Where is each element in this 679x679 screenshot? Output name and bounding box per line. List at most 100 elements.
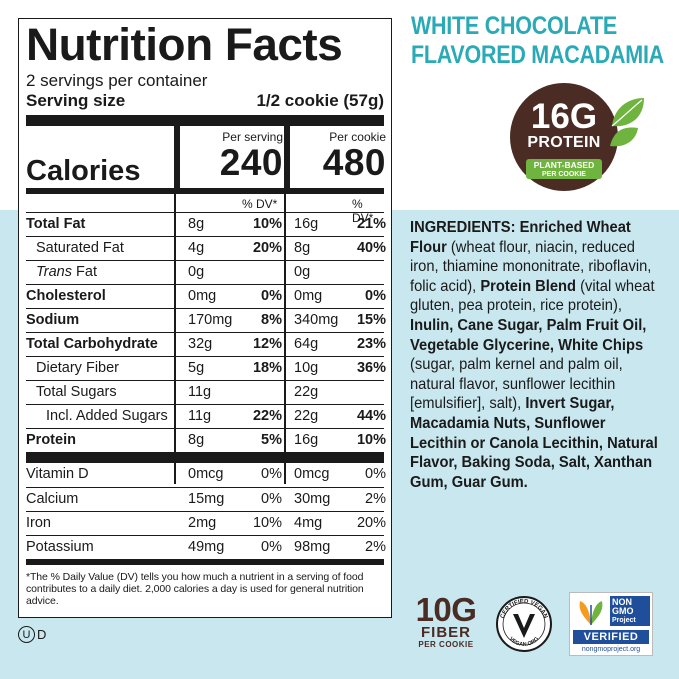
vitamin-row: Calcium 15mg 0% 30mg 2% xyxy=(26,487,386,511)
nutrient-v2: 16g xyxy=(294,432,319,448)
ingredient-segment: Protein Blend xyxy=(480,277,577,295)
plant-based-text: PLANT-BASED xyxy=(533,160,595,170)
vitamin-v1: 0mcg xyxy=(188,466,224,482)
nutrient-v1: 11g xyxy=(188,408,212,424)
nutrient-name: Dietary Fiber xyxy=(36,360,119,376)
vitamin-p1: 0% xyxy=(261,466,282,482)
nutrient-row: Protein 8g 5% 16g 10% xyxy=(26,428,386,452)
nutrient-p1: 8% xyxy=(261,312,282,328)
nutrient-row: Trans Fat 0g 0g xyxy=(26,260,384,284)
nutrient-p2: 40% xyxy=(356,240,386,256)
ingredient-segment: Inulin, Cane Sugar, Palm Fruit Oil, Vege… xyxy=(410,316,647,354)
svg-text:VEGAN.ORG: VEGAN.ORG xyxy=(508,636,541,648)
nutrient-v1: 4g xyxy=(188,240,205,256)
protein-amount: 16G xyxy=(530,97,598,136)
column-divider xyxy=(174,126,180,188)
nutrient-v1: 11g xyxy=(188,384,212,400)
calories-col2: Per cookie 480 xyxy=(290,126,386,188)
nutrient-p2: 36% xyxy=(356,360,386,376)
nutrient-v2: 10g xyxy=(294,360,319,376)
nutrient-p2: 23% xyxy=(356,336,386,352)
label-title: Nutrition Facts xyxy=(26,19,343,70)
nutrient-v1: 8g xyxy=(188,432,205,448)
nutrient-p1: 18% xyxy=(252,360,282,376)
ingredient-segment: INGREDIENTS: Enriched Wheat Flour xyxy=(410,219,631,256)
vitamin-row: Iron 2mg 10% 4mg 20% xyxy=(26,511,386,535)
plant-based-pill: PLANT-BASED PER COOKIE xyxy=(526,159,602,179)
nutrient-row: Saturated Fat 4g 20% 8g 40% xyxy=(26,236,386,260)
certified-vegan-icon: CERTIFIED VEGAN VEGAN.ORG xyxy=(496,596,552,652)
ingredients-list: INGREDIENTS: Enriched Wheat Flour (wheat… xyxy=(410,218,666,492)
divider-thick xyxy=(26,452,384,463)
vitamin-name: Potassium xyxy=(26,539,94,555)
nutrient-v1: 5g xyxy=(188,360,205,376)
col1-header: Per serving xyxy=(222,130,283,144)
vitamin-v1: 49mg xyxy=(188,539,225,555)
nutrient-v2: 22g xyxy=(294,384,319,400)
nutrient-p1: 10% xyxy=(252,216,282,232)
nutrient-row: Dietary Fiber 5g 18% 10g 36% xyxy=(26,356,386,380)
nutrient-p2: 10% xyxy=(356,432,386,448)
nutrient-table: % DV* % DV* Total Fat 8g 10% 16g 21% Saturate… xyxy=(26,194,386,559)
trans-italic: Trans xyxy=(36,264,72,280)
serving-size-label: Serving size xyxy=(26,91,126,110)
fiber-label: FIBER xyxy=(421,624,471,641)
nutrient-v2: 64g xyxy=(294,336,319,352)
nutrient-v1: 0g xyxy=(188,264,205,280)
non-gmo-badge: NON GMO Project VERIFIED nongmoproject.o… xyxy=(569,592,653,656)
protein-label: PROTEIN xyxy=(527,134,601,151)
nutrient-p1: 0% xyxy=(261,288,282,304)
calories-label: Calories xyxy=(26,155,141,187)
trans-suffix: Fat xyxy=(72,264,97,280)
nutrient-v2: 340mg xyxy=(294,312,339,328)
nutrient-p2: 15% xyxy=(356,312,386,328)
nutrition-facts-label: Nutrition Facts 2 servings per container… xyxy=(18,18,392,618)
vitamin-p1: 0% xyxy=(261,491,282,507)
nutrient-v1: 32g xyxy=(188,336,213,352)
nutrient-row: Total Fat 8g 10% 16g 21% xyxy=(26,212,386,236)
divider-thick xyxy=(26,115,384,126)
vegan-bottom-text: VEGAN.ORG xyxy=(508,636,541,648)
nutrient-p1: 20% xyxy=(252,240,282,256)
vitamin-p2: 20% xyxy=(356,515,386,531)
divider-medium xyxy=(26,188,384,194)
nutrient-p2: 21% xyxy=(356,216,386,232)
calories-value-2: 480 xyxy=(322,142,386,183)
ingredient-segment: (vital wheat gluten, pea protein, rice p… xyxy=(410,277,655,315)
nutrient-name: Total Fat xyxy=(26,216,86,232)
flavor-line-2: FLAVORED MACADAMIA xyxy=(411,41,664,69)
non-gmo-title: NON GMO Project xyxy=(610,596,650,626)
fiber-per-cookie: PER COOKIE xyxy=(418,640,474,649)
nutrient-v2: 0mg xyxy=(294,288,323,304)
dv-header-1: % DV* xyxy=(242,197,278,211)
kosher-u-icon: U xyxy=(18,626,35,643)
vitamin-name: Vitamin D xyxy=(26,466,89,482)
nutrient-name: Incl. Added Sugars xyxy=(46,408,168,424)
non-gmo-url: nongmoproject.org xyxy=(581,646,641,653)
ingredient-segment: Invert Sugar, Macadamia Nuts, Sunflower … xyxy=(410,395,658,491)
column-divider xyxy=(284,194,286,484)
fiber-amount: 10G xyxy=(415,591,477,628)
vitamin-p1: 10% xyxy=(252,515,282,531)
vitamin-v2: 30mg xyxy=(294,491,331,507)
nutrient-row: Cholesterol 0mg 0% 0mg 0% xyxy=(26,284,386,308)
project-text: Project xyxy=(612,617,636,624)
protein-badge: 16G PROTEIN PLANT-BASED PER COOKIE xyxy=(510,83,618,191)
serving-size: Serving size 1/2 cookie (57g) xyxy=(26,91,384,111)
kosher-symbol: U D xyxy=(18,626,46,643)
per-cookie-text: PER COOKIE xyxy=(542,171,586,178)
serving-size-value: 1/2 cookie (57g) xyxy=(256,91,384,110)
vitamin-p2: 0% xyxy=(365,466,386,482)
vitamin-v1: 15mg xyxy=(188,491,225,507)
nutrient-v2: 0g xyxy=(294,264,311,280)
nutrient-row: Total Carbohydrate 32g 12% 64g 23% xyxy=(26,332,386,356)
nutrient-name: Protein xyxy=(26,432,76,448)
calories-col1: Per serving 240 xyxy=(182,126,283,188)
nutrient-v1: 8g xyxy=(188,216,205,232)
calories-block: Calories Per serving 240 Per cookie 480 xyxy=(26,126,386,188)
ingredient-segment: (wheat flour, niacin, reduced iron, thia… xyxy=(410,238,652,295)
vitamin-name: Calcium xyxy=(26,491,79,507)
nutrient-row: Total Sugars 11g 22g xyxy=(26,380,384,404)
servings-per-container: 2 servings per container xyxy=(26,71,208,90)
vitamin-row: Potassium 49mg 0% 98mg 2% xyxy=(26,535,386,559)
